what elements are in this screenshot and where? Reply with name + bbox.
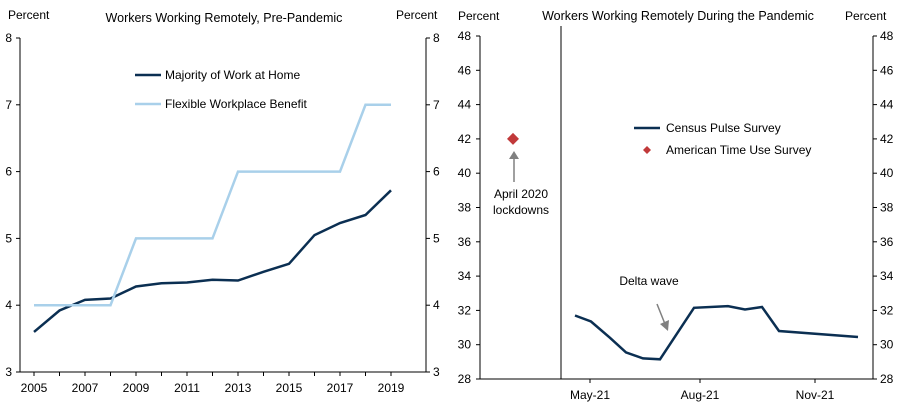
left-chart-ylabel-right: Percent bbox=[396, 8, 438, 22]
right-y-tick-label-left: 44 bbox=[458, 98, 472, 112]
left-x-tick-label: 2005 bbox=[21, 381, 48, 395]
series-line-flexible-workplace-benefit bbox=[34, 103, 391, 307]
right-x-tick-label: Nov-21 bbox=[796, 388, 835, 402]
right-y-tick-label-right: 30 bbox=[880, 338, 894, 352]
series-line-majority-work-at-home bbox=[33, 189, 392, 333]
annotation-april-2020-lockdowns: April 2020 lockdowns bbox=[493, 151, 549, 217]
right-x-tick-label: Aug-21 bbox=[681, 388, 720, 402]
annotation-text-lockdowns-line1: April 2020 bbox=[494, 187, 548, 201]
left-x-tick-label: 2011 bbox=[174, 381, 200, 395]
right-y-tick-label-left: 36 bbox=[458, 235, 472, 249]
left-x-tick-label: 2007 bbox=[72, 381, 99, 395]
left-x-tick-label: 2015 bbox=[276, 381, 303, 395]
annotation-arrowhead-delta-wave bbox=[660, 320, 669, 331]
right-y-tick-label-right: 44 bbox=[880, 98, 894, 112]
right-y-tick-label-right: 32 bbox=[880, 303, 894, 317]
left-x-tick-label: 2009 bbox=[123, 381, 150, 395]
annotation-text-lockdowns-line2: lockdowns bbox=[493, 203, 549, 217]
left-y-tick-label-left: 5 bbox=[5, 231, 12, 245]
left-y-tick-label-left: 8 bbox=[5, 31, 12, 45]
right-y-tick-label-right: 40 bbox=[880, 166, 894, 180]
series-point-american-time-use-survey bbox=[507, 132, 519, 145]
right-y-tick-label-left: 40 bbox=[458, 166, 472, 180]
left-x-tick-label: 2013 bbox=[225, 381, 252, 395]
left-y-tick-label-left: 4 bbox=[5, 298, 12, 312]
right-chart-x-ticks: May-21 Aug-21 Nov-21 bbox=[570, 379, 835, 402]
left-y-tick-label-right: 8 bbox=[433, 31, 440, 45]
series-line-census-pulse-survey bbox=[574, 304, 859, 361]
left-y-tick-label-right: 5 bbox=[433, 231, 440, 245]
left-chart-y-ticks: 3 3 4 4 5 5 6 6 7 7 8 8 bbox=[5, 31, 440, 379]
right-y-tick-label-right: 36 bbox=[880, 235, 894, 249]
right-x-tick-label: May-21 bbox=[570, 388, 610, 402]
annotation-delta-wave: Delta wave bbox=[619, 274, 679, 331]
legend-label-flexible-workplace-benefit: Flexible Workplace Benefit bbox=[165, 97, 308, 111]
right-y-tick-label-left: 32 bbox=[458, 303, 472, 317]
right-y-tick-label-right: 42 bbox=[880, 132, 894, 146]
left-y-tick-label-right: 3 bbox=[433, 365, 440, 379]
right-y-tick-label-left: 34 bbox=[458, 269, 472, 283]
left-y-tick-label-left: 6 bbox=[5, 165, 12, 179]
left-y-tick-label-right: 7 bbox=[433, 98, 440, 112]
right-chart: Percent Workers Working Remotely During … bbox=[458, 9, 894, 402]
right-y-tick-label-left: 48 bbox=[458, 29, 472, 43]
left-chart: Percent Workers Working Remotely, Pre-Pa… bbox=[5, 8, 440, 395]
legend-label-american-time-use-survey: American Time Use Survey bbox=[666, 143, 811, 157]
left-chart-x-ticks: 2005 2007 2009 2011 2013 2015 2017 2019 bbox=[21, 372, 405, 395]
left-chart-legend: Majority of Work at Home Flexible Workpl… bbox=[135, 68, 308, 111]
right-chart-legend: Census Pulse Survey American Time Use Su… bbox=[634, 121, 811, 157]
right-y-tick-label-left: 38 bbox=[458, 201, 472, 215]
right-y-tick-label-left: 28 bbox=[458, 372, 472, 386]
left-x-tick-label: 2019 bbox=[378, 381, 405, 395]
legend-label-majority-work-at-home: Majority of Work at Home bbox=[165, 68, 300, 82]
left-y-tick-label-right: 4 bbox=[433, 298, 440, 312]
right-y-tick-label-right: 38 bbox=[880, 201, 894, 215]
left-chart-title: Workers Working Remotely, Pre-Pandemic bbox=[106, 11, 343, 25]
right-chart-y-ticks: 28 28 30 30 32 32 34 34 36 36 38 38 40 40 42 42 44 44 46 46… bbox=[458, 29, 894, 386]
right-y-tick-label-left: 42 bbox=[458, 132, 472, 146]
right-chart-ylabel-left: Percent bbox=[458, 9, 500, 23]
annotation-arrow-delta-wave bbox=[656, 303, 666, 325]
right-chart-ylabel-right: Percent bbox=[845, 9, 887, 23]
left-y-tick-label-left: 7 bbox=[5, 98, 12, 112]
left-y-tick-label-left: 3 bbox=[5, 365, 12, 379]
right-y-tick-label-right: 46 bbox=[880, 63, 894, 77]
right-y-tick-label-left: 30 bbox=[458, 338, 472, 352]
legend-swatch-american-time-use-survey bbox=[643, 146, 651, 154]
right-y-tick-label-right: 48 bbox=[880, 29, 894, 43]
left-chart-ylabel-left: Percent bbox=[8, 8, 50, 22]
annotation-text-delta-wave: Delta wave bbox=[619, 274, 679, 288]
right-y-tick-label-right: 34 bbox=[880, 269, 894, 283]
right-y-tick-label-left: 46 bbox=[458, 63, 472, 77]
right-chart-title: Workers Working Remotely During the Pand… bbox=[542, 9, 814, 23]
left-y-tick-label-right: 6 bbox=[433, 165, 440, 179]
legend-label-census-pulse-survey: Census Pulse Survey bbox=[666, 121, 781, 135]
annotation-arrowhead-lockdowns bbox=[509, 151, 519, 159]
right-y-tick-label-right: 28 bbox=[880, 372, 894, 386]
left-x-tick-label: 2017 bbox=[327, 381, 354, 395]
